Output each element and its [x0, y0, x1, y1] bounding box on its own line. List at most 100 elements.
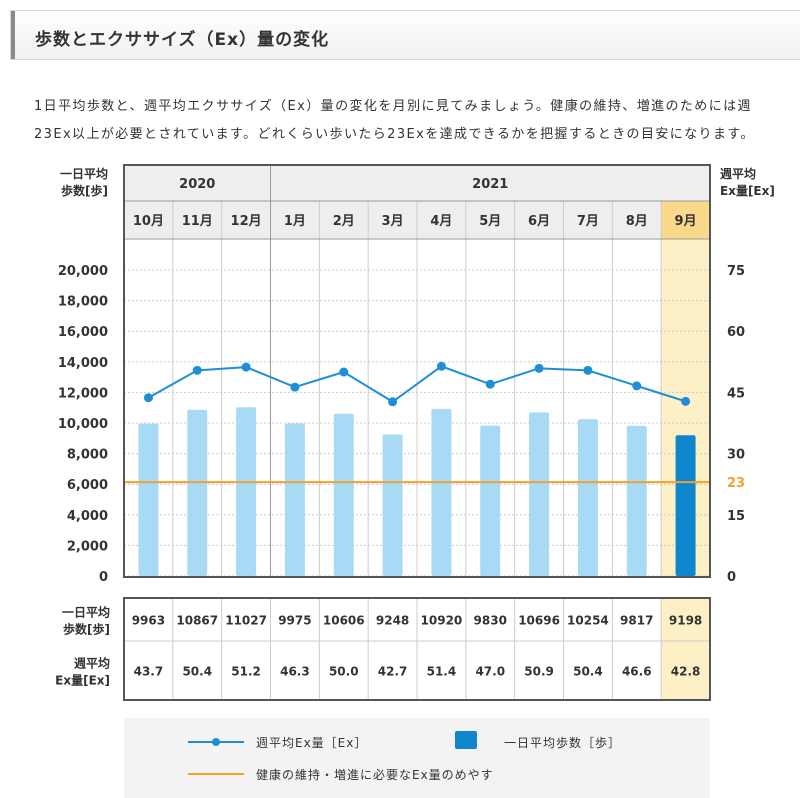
month-label: 10月 — [133, 214, 164, 229]
table-cell: 9830 — [474, 614, 507, 628]
table-cell: 10606 — [323, 614, 365, 628]
left-tick-label: 18,000 — [58, 295, 108, 310]
steps-bar — [284, 423, 305, 576]
left-tick-label: 6,000 — [67, 478, 108, 493]
table-row-title-line1: 週平均 — [74, 656, 110, 671]
month-label: 6月 — [528, 214, 550, 229]
ex-point — [681, 396, 691, 406]
month-label: 12月 — [231, 214, 262, 229]
highlight-month-header-bg — [661, 201, 710, 239]
left-tick-label: 20,000 — [58, 264, 108, 279]
table-cell: 46.6 — [622, 665, 652, 679]
table-cell: 10920 — [421, 614, 463, 628]
month-label: 8月 — [626, 214, 648, 229]
table-cell: 10696 — [518, 614, 560, 628]
steps-bar — [431, 408, 452, 576]
table-cell: 9198 — [669, 614, 702, 628]
table-cell: 9817 — [620, 614, 653, 628]
table-row-title-line2: 歩数[歩] — [63, 622, 110, 637]
right-tick-label: 45 — [727, 386, 745, 401]
right-tick-label: 0 — [727, 570, 736, 585]
highlight-table-bg — [661, 598, 710, 700]
left-tick-label: 14,000 — [58, 356, 108, 371]
right-axis-title-line2: Ex量[Ex] — [720, 184, 775, 198]
table-cell: 10867 — [176, 614, 218, 628]
left-tick-label: 0 — [99, 570, 108, 585]
steps-bar — [529, 412, 550, 576]
left-tick-label: 2,000 — [67, 539, 108, 554]
ex-point — [436, 361, 446, 371]
month-label: 5月 — [479, 214, 501, 229]
month-label: 11月 — [182, 214, 213, 229]
steps-bar — [577, 419, 598, 576]
steps-bar — [675, 435, 696, 576]
chart-legend: 週平均Ex量［Ex］ 一日平均歩数［歩］ 健康の維持・増進に必要なEx量のめやす — [124, 718, 710, 798]
ex-point — [290, 382, 300, 392]
month-label: 3月 — [382, 214, 404, 229]
steps-bar — [382, 434, 403, 576]
right-axis-title-line1: 週平均 — [720, 166, 756, 181]
table-cell: 43.7 — [134, 665, 164, 679]
steps-bar — [138, 423, 159, 576]
steps-bar — [333, 413, 354, 576]
table-cell: 10254 — [567, 614, 609, 628]
right-tick-label: 15 — [727, 509, 745, 524]
ex-line — [147, 365, 686, 403]
legend-bar-symbol — [455, 731, 477, 749]
month-label: 1月 — [284, 214, 306, 229]
table-cell: 50.9 — [524, 665, 554, 679]
table-row-title-line1: 一日平均 — [62, 605, 110, 620]
section-title: 歩数とエクササイズ（Ex）量の変化 — [35, 30, 330, 50]
intro-line-1: 1日平均歩数と、週平均エクササイズ（Ex）量の変化を月別に見てみましょう。健康の… — [34, 99, 752, 114]
right-tick-label: 75 — [727, 264, 745, 279]
legend-line-marker — [212, 738, 220, 746]
steps-bar — [187, 409, 208, 576]
steps-bar — [236, 407, 257, 576]
ex-point — [632, 381, 642, 391]
year-label: 2021 — [472, 177, 508, 192]
header-accent-bar — [11, 11, 15, 59]
left-axis-title-line1: 一日平均 — [60, 166, 108, 181]
left-axis-title-line2: 歩数[歩] — [61, 183, 108, 198]
legend-reference-label: 健康の維持・増進に必要なEx量のめやす — [256, 768, 494, 782]
table-cell: 50.4 — [573, 665, 603, 679]
table-cell: 51.2 — [231, 665, 261, 679]
ex-point — [388, 397, 398, 407]
table-cell: 42.8 — [671, 665, 701, 679]
intro-text: 1日平均歩数と、週平均エクササイズ（Ex）量の変化を月別に見てみましょう。健康の… — [34, 93, 794, 149]
section-header: 歩数とエクササイズ（Ex）量の変化 — [10, 10, 800, 60]
legend-ex-label: 週平均Ex量［Ex］ — [256, 736, 368, 750]
right-tick-label: 60 — [727, 325, 745, 340]
steps-bar — [480, 425, 501, 576]
table-cell: 50.0 — [329, 665, 359, 679]
table-cell: 51.4 — [427, 665, 457, 679]
intro-line-2: 23Ex以上が必要とされています。どれくらい歩いたら23Exを達成できるかを把握… — [34, 127, 755, 142]
table-frame — [123, 597, 711, 701]
month-label: 2月 — [333, 214, 355, 229]
left-tick-label: 4,000 — [67, 509, 108, 524]
ex-point — [485, 379, 495, 389]
chart-frame — [123, 164, 711, 578]
ex-point — [339, 367, 349, 377]
table-cell: 42.7 — [378, 665, 408, 679]
month-label: 9月 — [675, 214, 697, 229]
table-cell: 9248 — [376, 614, 409, 628]
steps-bar — [626, 425, 647, 576]
table-cell: 9963 — [132, 614, 165, 628]
left-tick-label: 8,000 — [67, 448, 108, 463]
table-row-title-line2: Ex量[Ex] — [55, 674, 110, 688]
left-tick-label: 16,000 — [58, 325, 108, 340]
ex-point — [583, 365, 593, 375]
legend-steps-label: 一日平均歩数［歩］ — [504, 736, 622, 750]
table-cell: 11027 — [225, 614, 267, 628]
ex-point — [143, 393, 153, 403]
ex-point — [192, 365, 202, 375]
ex-point — [241, 362, 251, 372]
left-tick-label: 10,000 — [58, 417, 108, 432]
table-cell: 9975 — [278, 614, 311, 628]
legend-symbols — [188, 731, 477, 775]
month-label: 4月 — [430, 214, 452, 229]
ex-point — [534, 363, 544, 373]
left-tick-label: 12,000 — [58, 386, 108, 401]
